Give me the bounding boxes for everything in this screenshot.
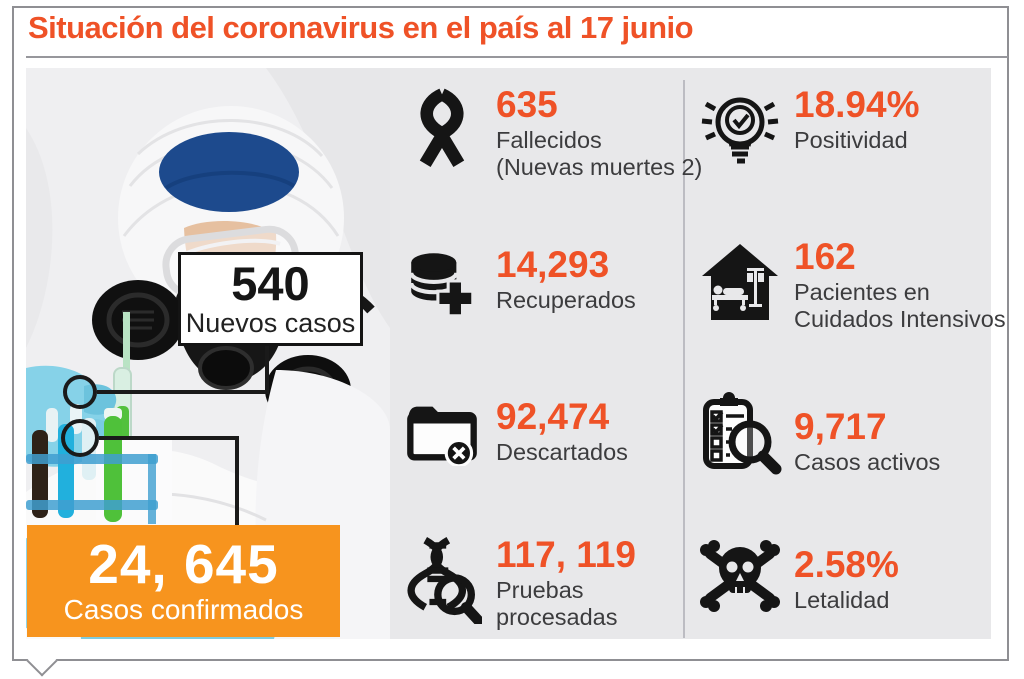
- stat-label: Fallecidos (Nuevas muertes 2): [496, 127, 703, 181]
- stat-positividad: 18.94% Positividad: [698, 86, 920, 174]
- stat-recuperados: 14,293 Recuperados: [400, 246, 636, 320]
- connector-line: [97, 390, 269, 394]
- stat-value: 635: [496, 84, 558, 125]
- stat-value: 162: [794, 236, 856, 277]
- icu-house-bed-icon: [702, 244, 778, 320]
- stat-letalidad: 2.58% Letalidad: [698, 536, 899, 616]
- new-cases-box: 540 Nuevos casos: [178, 252, 363, 346]
- connector-line: [99, 436, 239, 440]
- dna-magnifier-icon: [407, 536, 482, 624]
- stat-pruebas: 117, 119 Pruebas procesadas: [400, 536, 636, 632]
- new-cases-label: Nuevos casos: [185, 308, 356, 339]
- stat-cuidados-intensivos: 162 Pacientes en Cuidados Intensivos: [698, 238, 1006, 334]
- checklist-magnifier-icon: [703, 392, 782, 475]
- column-divider: [683, 80, 685, 638]
- stat-label: Pruebas procesadas: [496, 577, 618, 631]
- stat-fallecidos: 635 Fallecidos (Nuevas muertes 2): [400, 86, 702, 182]
- callout-circle-top: [63, 375, 97, 409]
- skull-crossbones-icon: [700, 540, 780, 612]
- title-divider: [26, 56, 1008, 58]
- connector-line: [265, 344, 269, 394]
- stat-value: 9,717: [794, 406, 887, 447]
- stat-casos-activos: 9,717 Casos activos: [698, 388, 940, 480]
- stat-descartados: 92,474 Descartados: [400, 398, 628, 466]
- stat-value: 92,474: [496, 396, 610, 437]
- bulb-check-icon: [701, 97, 779, 164]
- coins-plus-icon: [409, 253, 475, 318]
- stat-label: Recuperados: [496, 287, 636, 313]
- new-cases-value: 540: [231, 257, 310, 311]
- stat-label: Positividad: [794, 127, 908, 153]
- confirmed-cases-label: Casos confirmados: [63, 594, 304, 626]
- stat-value: 18.94%: [794, 84, 920, 125]
- stat-label: Descartados: [496, 439, 628, 465]
- callout-circle-bottom: [61, 419, 99, 457]
- stat-label: Casos activos: [794, 449, 941, 475]
- mourning-ribbon-icon: [419, 88, 465, 167]
- confirmed-cases-value: 24, 645: [88, 533, 279, 596]
- connector-line: [235, 436, 239, 525]
- stat-value: 2.58%: [794, 544, 899, 585]
- confirmed-cases-box: 24, 645 Casos confirmados: [27, 525, 340, 637]
- stat-value: 14,293: [496, 244, 610, 285]
- stat-label: Pacientes en Cuidados Intensivos: [794, 279, 1006, 333]
- stat-value: 117, 119: [496, 534, 636, 575]
- page-title: Situación del coronavirus en el país al …: [28, 10, 694, 45]
- folder-x-icon: [407, 406, 477, 466]
- stat-label: Letalidad: [794, 587, 890, 613]
